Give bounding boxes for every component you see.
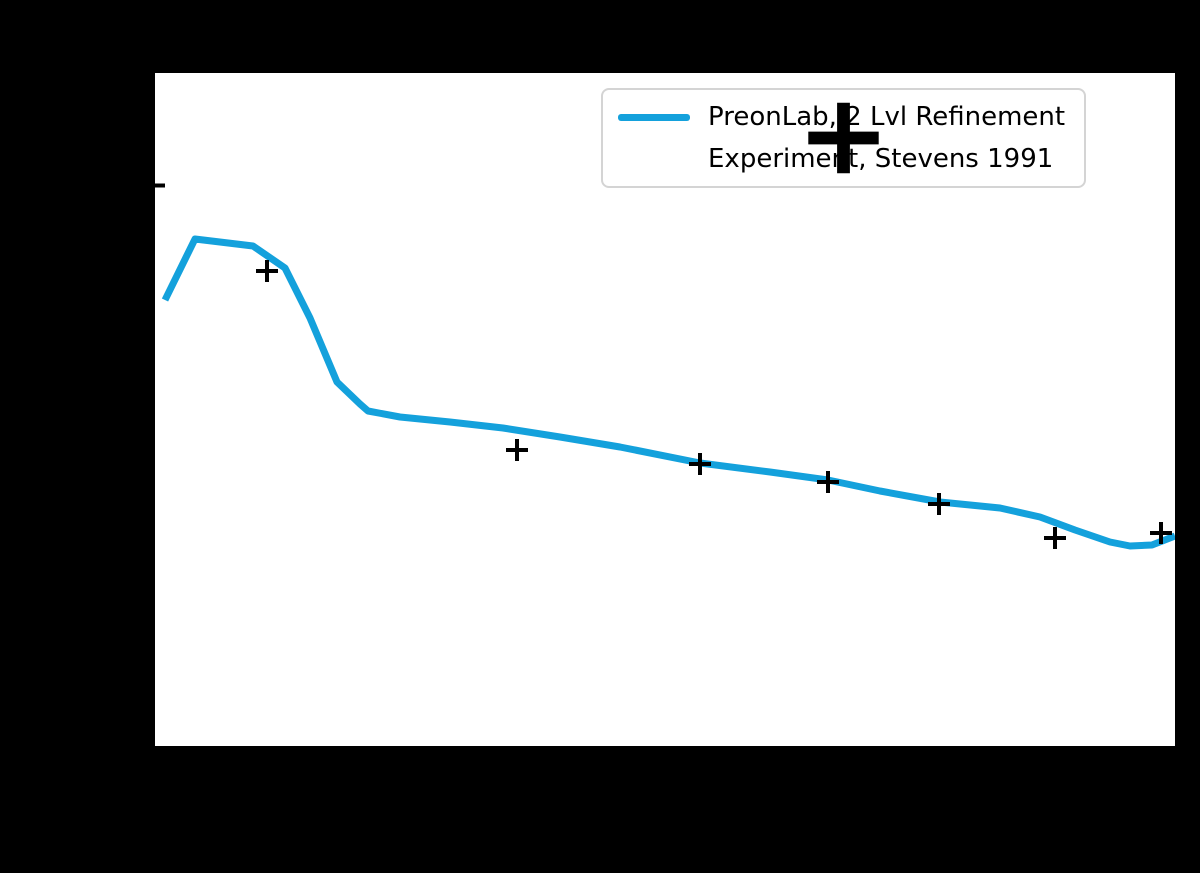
legend-box: PreonLab, 2 Lvl Refinement Experiment, S… — [601, 88, 1086, 188]
legend-entry-preonlab: PreonLab, 2 Lvl Refinement — [609, 103, 1074, 132]
plus-marker-icon — [808, 102, 879, 174]
experiment-plus-marker — [1044, 527, 1066, 549]
experiment-plus-marker — [256, 260, 278, 282]
line-swatch-icon — [618, 113, 690, 121]
plot-area: PreonLab, 2 Lvl Refinement Experiment, S… — [155, 73, 1175, 746]
legend-line-swatch-area — [609, 113, 699, 121]
plot-svg — [155, 183, 1175, 550]
legend-entry-experiment: Experiment, Stevens 1991 — [609, 102, 1074, 174]
experiment-plus-marker — [689, 453, 711, 475]
experiment-plus-marker — [817, 471, 839, 493]
experiment-marker-series — [256, 260, 1172, 549]
y-axis-tick — [155, 183, 165, 188]
experiment-plus-marker — [506, 439, 528, 461]
legend-label-experiment: Experiment, Stevens 1991 — [708, 143, 1054, 174]
legend-label-preonlab: PreonLab, 2 Lvl Refinement — [708, 101, 1066, 132]
preonlab-line-series — [161, 235, 1175, 550]
experiment-plus-marker — [928, 493, 950, 515]
experiment-plus-marker — [1150, 522, 1172, 544]
